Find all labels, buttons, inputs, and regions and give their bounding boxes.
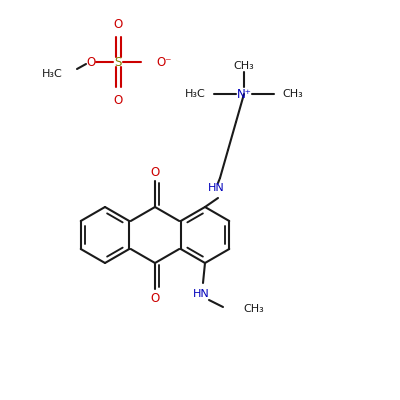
- Text: O⁻: O⁻: [156, 56, 172, 68]
- Text: O: O: [113, 94, 123, 106]
- Text: N⁺: N⁺: [236, 88, 252, 100]
- Text: CH₃: CH₃: [243, 304, 264, 314]
- Text: CH₃: CH₃: [234, 61, 254, 71]
- Text: HN: HN: [193, 289, 209, 299]
- Text: O: O: [86, 56, 96, 68]
- Text: O: O: [150, 292, 160, 304]
- Text: S: S: [114, 56, 122, 68]
- Text: H₃C: H₃C: [42, 69, 63, 79]
- Text: CH₃: CH₃: [282, 89, 303, 99]
- Text: HN: HN: [208, 183, 224, 193]
- Text: O: O: [150, 166, 160, 178]
- Text: O: O: [113, 18, 123, 30]
- Text: H₃C: H₃C: [185, 89, 206, 99]
